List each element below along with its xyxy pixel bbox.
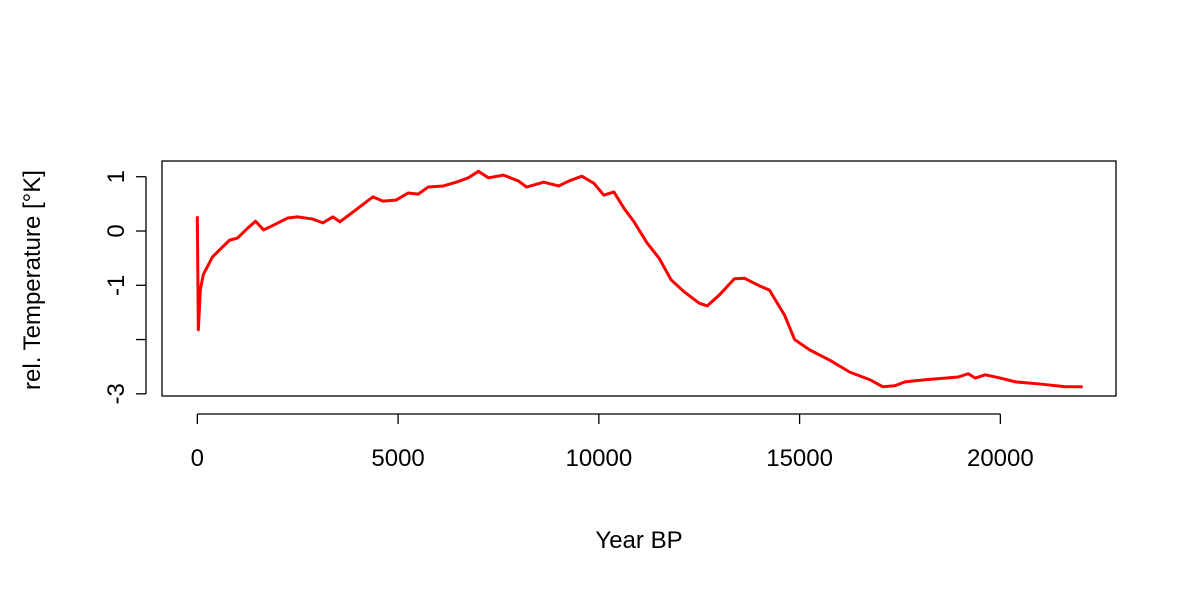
x-tick-label: 0 (191, 445, 204, 472)
x-tick-label: 5000 (371, 445, 424, 472)
y-tick-label: -1 (103, 275, 130, 296)
y-tick-label: -3 (103, 383, 130, 404)
data-line (195, 169, 1083, 389)
x-tick-label: 20000 (967, 445, 1034, 472)
plot-box (161, 160, 1117, 397)
y-tick-label: 0 (103, 224, 130, 237)
y-tick-label: 1 (103, 170, 130, 183)
x-tick-label: 15000 (766, 445, 833, 472)
x-tick-label: 10000 (565, 445, 632, 472)
x-axis-label: Year BP (595, 527, 682, 554)
y-axis-label: rel. Temperature [°K] (19, 170, 46, 390)
